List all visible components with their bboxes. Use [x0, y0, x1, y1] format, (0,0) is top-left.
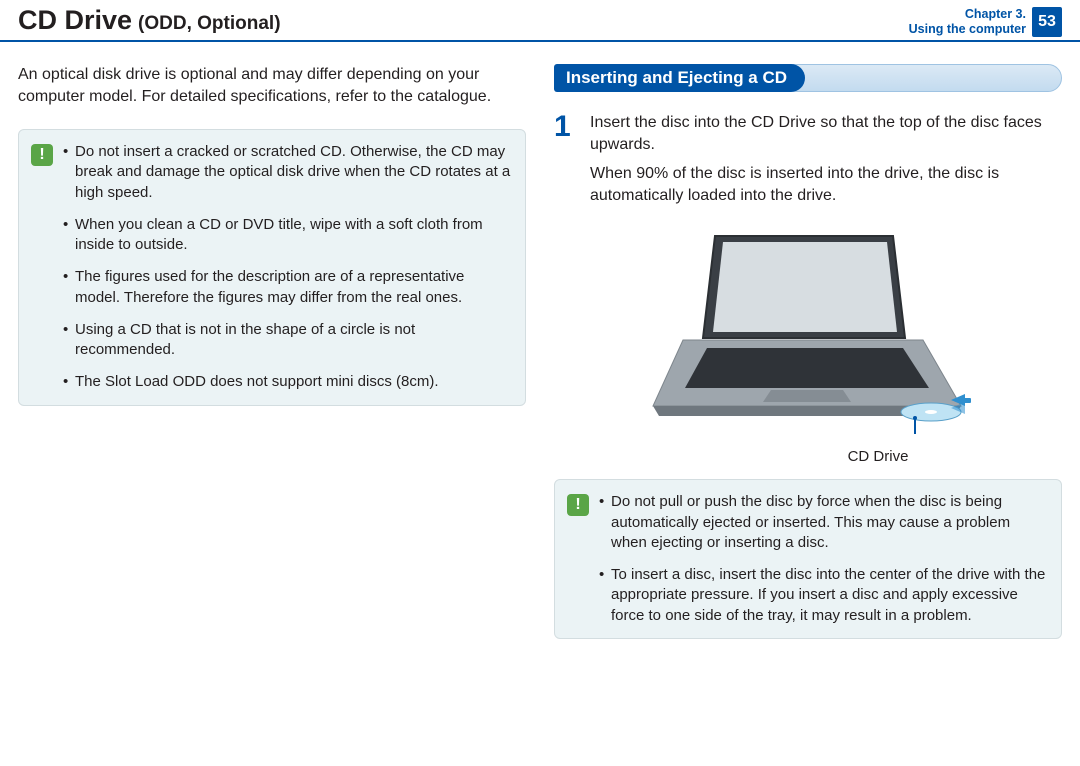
page-header: CD Drive (ODD, Optional) Chapter 3. Usin…: [0, 0, 1080, 42]
right-column: Inserting and Ejecting a CD 1 Insert the…: [554, 64, 1062, 639]
page-content: An optical disk drive is optional and ma…: [0, 42, 1080, 639]
list-item: The Slot Load ODD does not support mini …: [63, 372, 511, 392]
step-number: 1: [554, 112, 576, 214]
callout-body: Do not pull or push the disc by force wh…: [599, 492, 1047, 626]
laptop-figure: [554, 228, 1062, 438]
chapter-line-2: Using the computer: [909, 22, 1026, 38]
figure-caption: CD Drive: [694, 448, 1062, 465]
section-title: Inserting and Ejecting a CD: [554, 64, 805, 92]
laptop-illustration: [643, 228, 973, 438]
list-item: To insert a disc, insert the disc into t…: [599, 565, 1047, 626]
list-item: Do not insert a cracked or scratched CD.…: [63, 142, 511, 203]
list-item: When you clean a CD or DVD title, wipe w…: [63, 215, 511, 256]
list-item: Do not pull or push the disc by force wh…: [599, 492, 1047, 553]
callout-body: Do not insert a cracked or scratched CD.…: [63, 142, 511, 393]
section-header: Inserting and Ejecting a CD: [554, 64, 1062, 94]
intro-paragraph: An optical disk drive is optional and ma…: [18, 64, 526, 107]
step-paragraph-1: Insert the disc into the CD Drive so tha…: [590, 112, 1062, 155]
step-paragraph-2: When 90% of the disc is inserted into th…: [590, 163, 1062, 206]
chapter-line-1: Chapter 3.: [909, 7, 1026, 23]
warning-callout-right: ! Do not pull or push the disc by force …: [554, 479, 1062, 639]
warning-callout-left: ! Do not insert a cracked or scratched C…: [18, 129, 526, 406]
list-item: Using a CD that is not in the shape of a…: [63, 320, 511, 361]
header-meta: Chapter 3. Using the computer 53: [909, 7, 1062, 38]
page-title-sub: (ODD, Optional): [138, 13, 280, 35]
left-column: An optical disk drive is optional and ma…: [18, 64, 526, 639]
warning-icon: !: [567, 494, 589, 516]
list-item: The figures used for the description are…: [63, 267, 511, 308]
step-block: 1 Insert the disc into the CD Drive so t…: [554, 112, 1062, 214]
warning-icon: !: [31, 144, 53, 166]
header-title-group: CD Drive (ODD, Optional): [18, 5, 909, 36]
chapter-label: Chapter 3. Using the computer: [909, 7, 1026, 38]
step-body: Insert the disc into the CD Drive so tha…: [590, 112, 1062, 214]
page-title-main: CD Drive: [18, 5, 132, 36]
page-number-badge: 53: [1032, 7, 1062, 37]
